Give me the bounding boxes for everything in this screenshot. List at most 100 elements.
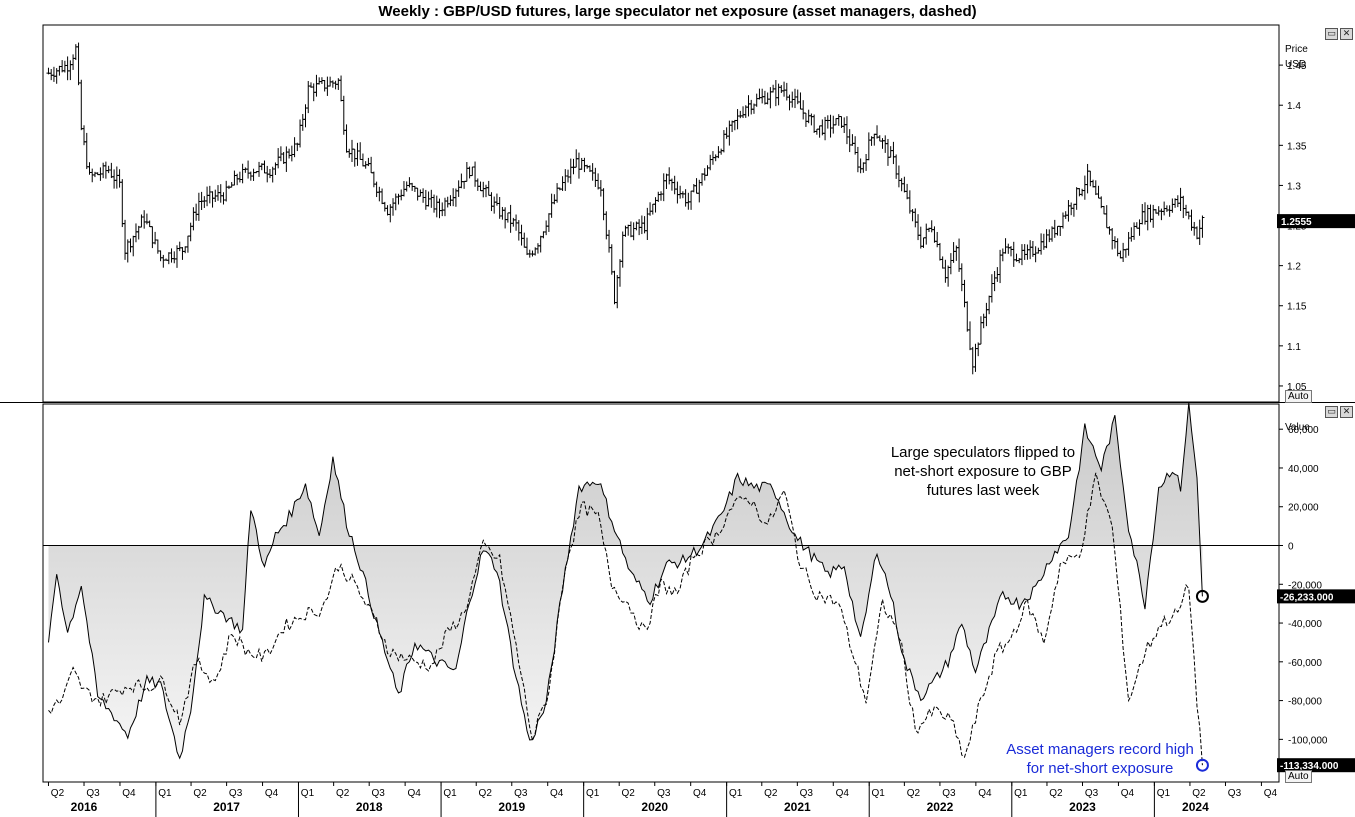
price-bar	[992, 271, 997, 292]
price-bar	[669, 178, 674, 191]
price-tick-label: 1.4	[1287, 101, 1301, 112]
value-unit-label: Value	[1285, 422, 1310, 433]
value-auto-scale-button[interactable]: Auto	[1285, 770, 1312, 783]
value-pane-close-button[interactable]: ✕	[1340, 406, 1353, 418]
price-bar	[172, 251, 177, 264]
price-bar	[932, 226, 937, 243]
price-bar	[957, 238, 962, 272]
price-bar	[1088, 170, 1093, 187]
price-bar	[828, 114, 833, 138]
cot-lines	[48, 402, 1203, 766]
price-bar	[959, 263, 964, 292]
price-bar	[713, 154, 718, 162]
speculators-line	[48, 402, 1203, 760]
value-last-label: -26,233.000	[1280, 592, 1334, 603]
price-bar	[240, 163, 245, 184]
price-bar	[612, 270, 617, 305]
quarter-label: Q4	[550, 788, 564, 799]
price-bar	[1028, 240, 1033, 260]
price-bar	[617, 259, 622, 287]
price-bar	[697, 179, 702, 203]
price-bar	[891, 141, 896, 165]
price-bar	[519, 224, 524, 246]
price-bar	[267, 168, 272, 179]
price-bar	[505, 212, 510, 223]
price-bar	[298, 119, 303, 148]
price-bar	[1178, 187, 1183, 212]
price-bar	[1184, 204, 1189, 216]
price-bar	[1112, 236, 1117, 249]
price-bar	[210, 191, 215, 208]
price-bar	[782, 81, 787, 97]
price-bar	[705, 165, 710, 176]
price-bar	[125, 239, 130, 263]
price-bar	[902, 176, 907, 193]
price-bar	[191, 207, 196, 231]
price-bar	[582, 157, 587, 173]
price-bar	[1194, 226, 1199, 240]
price-bar	[858, 158, 863, 174]
price-bar	[391, 198, 396, 216]
price-bar	[686, 192, 691, 210]
price-bar	[232, 170, 237, 186]
price-bar	[746, 95, 751, 117]
price-bar	[1019, 244, 1024, 266]
price-bar	[109, 162, 114, 179]
price-bar	[861, 162, 866, 173]
price-bar	[131, 235, 136, 257]
price-pane-minimize-button[interactable]: ▭	[1325, 28, 1338, 40]
price-bar	[377, 186, 382, 202]
price-last-badge: 1.2555	[1277, 214, 1355, 229]
price-bar	[114, 166, 119, 189]
price-bar	[503, 207, 508, 229]
value-tick-label: 0	[1288, 542, 1294, 553]
price-bar	[1025, 244, 1030, 260]
price-bar	[1071, 203, 1076, 217]
price-bar	[177, 241, 182, 252]
price-bar	[664, 173, 669, 189]
last-value-badges: 1.2555 -26,233.000 -113,334.000	[1195, 214, 1355, 773]
price-bar	[628, 221, 633, 238]
price-bar	[352, 148, 357, 167]
price-bar	[412, 185, 417, 192]
price-bar	[530, 250, 535, 257]
price-auto-scale-button[interactable]: Auto	[1285, 390, 1312, 403]
price-bar	[218, 184, 223, 203]
price-bar	[738, 110, 743, 119]
value-tick-label: 40,000	[1288, 464, 1319, 475]
price-bar	[1186, 211, 1191, 220]
price-pane-close-button[interactable]: ✕	[1340, 28, 1353, 40]
price-bar	[1101, 205, 1106, 215]
quarter-label: Q4	[836, 788, 850, 799]
price-bar	[180, 247, 185, 260]
price-bar	[921, 237, 926, 248]
price-bar	[1129, 227, 1134, 242]
price-bar	[653, 197, 658, 213]
price-bar	[481, 181, 486, 198]
price-bar	[535, 243, 540, 254]
price-bar	[631, 222, 636, 241]
price-bar	[522, 232, 527, 248]
price-bar	[965, 301, 970, 332]
price-bar	[344, 124, 349, 153]
value-pane-minimize-button[interactable]: ▭	[1325, 406, 1338, 418]
price-bar	[158, 250, 163, 262]
price-bar	[659, 191, 663, 201]
price-tick-label: 1.2	[1287, 262, 1301, 273]
quarter-label: Q2	[907, 788, 921, 799]
value-last-label: -113,334.000	[1280, 761, 1339, 772]
price-bar	[1074, 187, 1079, 210]
price-bar	[511, 217, 516, 227]
price-bar	[262, 160, 267, 174]
price-bar	[812, 114, 817, 133]
price-bar	[918, 226, 923, 249]
price-bar	[1009, 246, 1014, 257]
price-bar	[943, 259, 948, 283]
price-bar	[369, 156, 374, 174]
price-bar	[538, 235, 543, 253]
price-bar	[317, 77, 322, 85]
price-bar	[462, 180, 467, 189]
quarter-label: Q4	[1264, 788, 1278, 799]
value-tick-label: -20,000	[1288, 580, 1322, 591]
